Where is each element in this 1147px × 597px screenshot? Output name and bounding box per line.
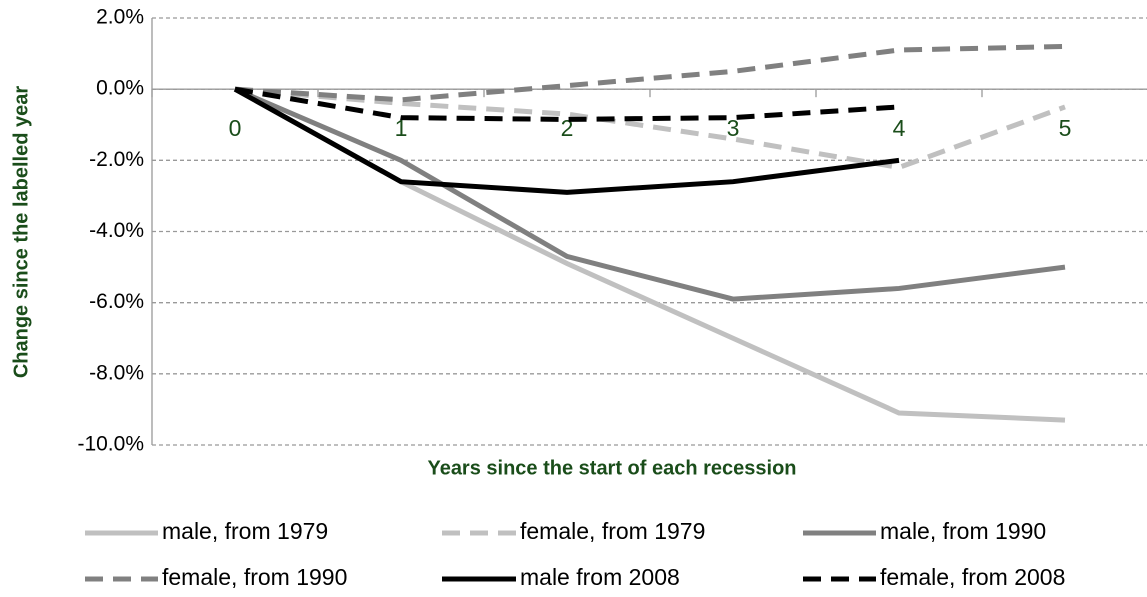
y-axis-title: Change since the labelled year	[10, 86, 32, 379]
x-tick-label: 0	[229, 115, 242, 141]
legend-label: female, from 1979	[520, 518, 705, 544]
x-tick-label: 4	[893, 115, 906, 141]
legend-label: male from 2008	[520, 564, 680, 590]
series-line	[233, 86, 900, 195]
legend-label: male, from 1979	[162, 518, 328, 544]
y-tick-label: 2.0%	[96, 6, 144, 29]
series-line	[233, 86, 1066, 423]
series-line	[234, 86, 1066, 302]
x-tick-label: 5	[1059, 115, 1072, 141]
y-tick-label: -2.0%	[89, 148, 144, 171]
y-tick-label: -8.0%	[89, 361, 144, 384]
legend-label: female, from 2008	[880, 564, 1065, 590]
legend-label: male, from 1990	[880, 518, 1046, 544]
series-line	[234, 86, 900, 122]
y-tick-label: -4.0%	[89, 219, 144, 242]
y-tick-label: 0.0%	[96, 77, 144, 100]
legend-label: female, from 1990	[162, 564, 347, 590]
x-axis-title: Years since the start of each recession	[427, 457, 796, 479]
y-tick-label: -6.0%	[89, 290, 144, 313]
x-tick-label: 3	[727, 115, 740, 141]
x-tick-label: 1	[395, 115, 408, 141]
y-tick-label: -10.0%	[77, 433, 144, 456]
